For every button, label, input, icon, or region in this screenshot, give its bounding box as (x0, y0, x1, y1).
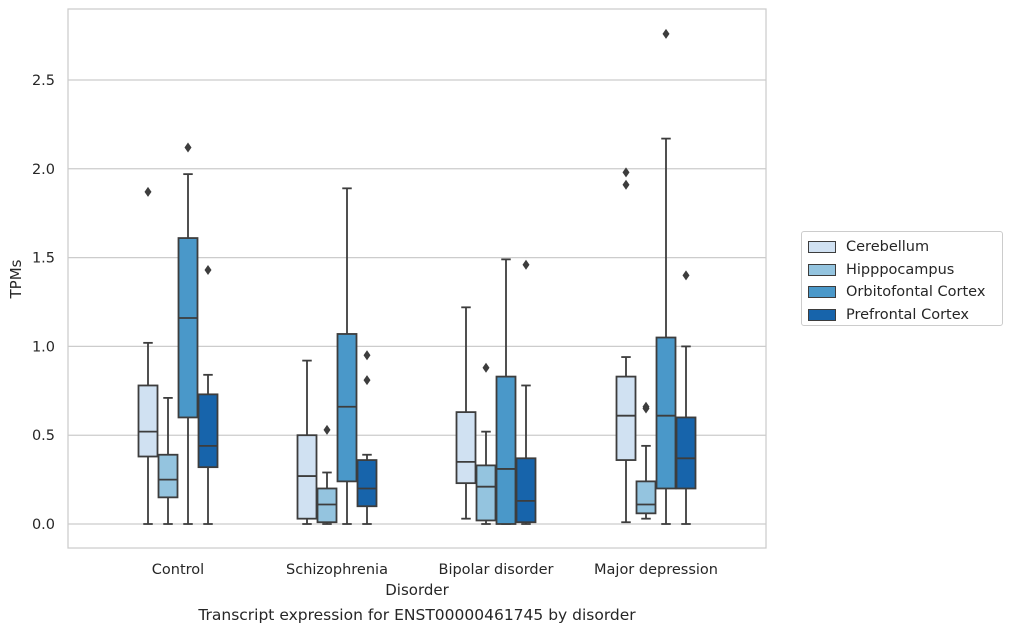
outlier-point (144, 186, 152, 197)
outlier-point (622, 167, 630, 178)
outlier-point (662, 28, 670, 39)
outlier-point (323, 424, 331, 435)
legend-swatch (808, 286, 836, 299)
y-tick-label: 1.0 (32, 339, 55, 355)
box-orbitofontal-cortex (336, 187, 358, 525)
x-tick-label: Bipolar disorder (439, 562, 554, 578)
box-body (655, 336, 677, 490)
legend-swatch (808, 263, 836, 276)
box-cerebellum (615, 167, 637, 524)
legend-item: Orbitofontal Cortex (808, 281, 1002, 304)
x-tick-label: Major depression (594, 562, 718, 578)
legend-item: Hipppocampus (808, 259, 1002, 282)
box-orbitofontal-cortex (655, 28, 677, 525)
box-hipppocampus (157, 397, 179, 525)
box-cerebellum (137, 186, 159, 525)
box-body (635, 480, 657, 515)
y-axis-label: TPMs (7, 259, 25, 299)
outlier-point (363, 350, 371, 361)
legend-item: Prefrontal Cortex (808, 304, 1002, 327)
plot-frame (67, 8, 767, 549)
box-hipppocampus (475, 362, 497, 525)
legend-label: Orbitofontal Cortex (846, 284, 986, 301)
outlier-point (642, 401, 650, 412)
y-tick-label: 2.0 (32, 162, 55, 178)
chart-legend: Cerebellum Hipppocampus Orbitofontal Corte… (801, 231, 1003, 326)
legend-swatch (808, 309, 836, 322)
box-body (356, 459, 378, 508)
box-body (177, 237, 199, 419)
y-tick-label: 2.5 (32, 73, 55, 89)
y-tick-label: 1.5 (32, 251, 55, 267)
box-body (197, 393, 219, 469)
legend-label: Cerebellum (846, 239, 930, 256)
box-body (455, 411, 477, 485)
outlier-point (622, 179, 630, 190)
box-body (137, 384, 159, 458)
box-prefrontal-cortex (515, 259, 537, 525)
box-body (475, 464, 497, 522)
box-prefrontal-cortex (356, 350, 378, 525)
box-orbitofontal-cortex (495, 258, 517, 525)
x-axis-label: Disorder (385, 581, 449, 599)
legend-swatch (808, 241, 836, 254)
box-cerebellum (455, 306, 477, 520)
box-orbitofontal-cortex (177, 142, 199, 525)
x-tick-labels: Control Schizophrenia Bipolar disorder Majo… (152, 562, 718, 578)
legend-label: Prefrontal Cortex (846, 307, 969, 324)
outlier-point (522, 259, 530, 270)
box-groups (137, 28, 697, 525)
box-body (615, 375, 637, 461)
box-body (515, 457, 537, 524)
y-tick-label: 0.0 (32, 517, 55, 533)
box-prefrontal-cortex (197, 265, 219, 525)
x-tick-label: Control (152, 562, 204, 578)
legend-label: Hipppocampus (846, 261, 955, 278)
figure-caption: Transcript expression for ENST0000046174… (198, 606, 636, 624)
box-hipppocampus (635, 401, 657, 520)
legend-item: Cerebellum (808, 236, 1002, 259)
x-tick-label: Schizophrenia (286, 562, 388, 578)
outlier-point (482, 362, 490, 373)
y-tick-labels: 0.0 0.5 1.0 1.5 2.0 2.5 (32, 73, 55, 533)
box-body (157, 453, 179, 499)
box-body (675, 416, 697, 490)
box-cerebellum (296, 359, 318, 525)
box-hipppocampus (316, 424, 338, 525)
box-body (495, 375, 517, 525)
outlier-point (184, 142, 192, 153)
outlier-point (204, 265, 212, 276)
outlier-point (682, 270, 690, 281)
box-prefrontal-cortex (675, 270, 697, 525)
y-tick-label: 0.5 (32, 428, 55, 444)
outlier-point (363, 375, 371, 386)
